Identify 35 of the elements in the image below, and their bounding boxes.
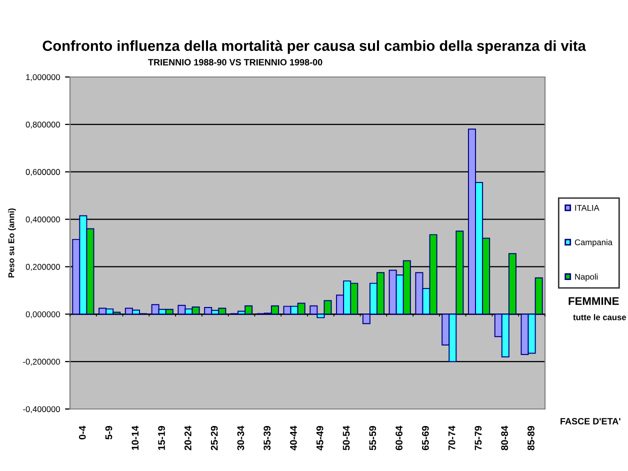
x-tick-label: 25-29 [210,426,218,450]
legend-label: Napoli [575,274,598,282]
y-tick-label: 0,600000 [26,169,60,176]
x-tick-label: 10-14 [132,426,139,450]
x-tick-label: 5-9 [105,426,112,440]
x-tick-label: 40-44 [290,426,297,450]
text: FEMMINE [568,297,619,305]
y-tick-label: 1,000000 [26,74,60,82]
x-axis-title: FASCE D'ETA' [560,418,620,424]
y-tick-label: -0,200000 [23,358,60,366]
x-tick-label: 45-49 [316,426,324,450]
text: tutte le cause [573,314,626,320]
chart-title: Confronto influenza della mortalità per causa sul cambio della speranza di vita [42,40,586,54]
x-tick-label: 35-39 [264,426,271,450]
y-tick-label: 0,800000 [26,122,60,129]
legend-label: Campania [574,239,612,247]
x-tick-label: 60-64 [396,426,402,450]
chart-subtitle: TRIENNIO 1988-90 VS TRIENNIO 1998-00 [148,59,322,66]
x-tick-label: 15-19 [158,426,165,450]
x-tick-label: 70-74 [448,426,456,450]
y-tick-label: 0,000000 [26,311,60,318]
x-tick-label: 30-34 [237,426,244,450]
x-tick-label: 55-59 [369,426,376,450]
x-tick-label: 0-4 [78,426,86,440]
x-tick-label: 80-84 [501,426,508,450]
y-tick-label: 0,400000 [26,216,60,224]
x-tick-label: 50-54 [342,426,350,450]
x-tick-label: 75-79 [474,426,482,450]
x-tick-label: 85-89 [528,426,534,450]
y-tick-label: 0,200000 [26,264,60,271]
y-axis-title: Peso su Eo (anni) [8,208,16,278]
y-tick-label: -0,400000 [23,406,60,414]
x-tick-label: 20-24 [184,426,192,450]
x-tick-label: 65-69 [422,426,429,450]
legend-label: ITALIA [575,204,600,211]
